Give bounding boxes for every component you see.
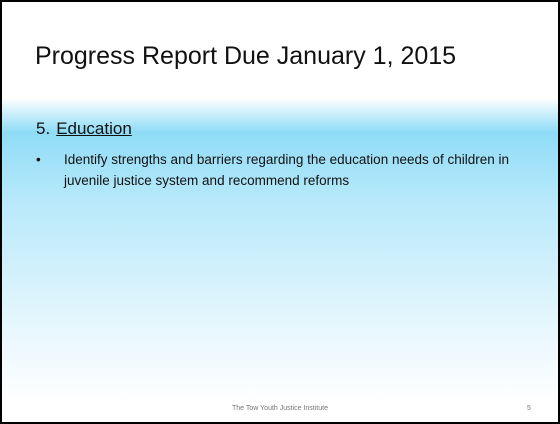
page-number: 5	[527, 405, 531, 412]
slide-title: Progress Report Due January 1, 2015	[35, 42, 457, 70]
bullet: Identify strengths and barriers regardin…	[36, 149, 526, 191]
footer-text: The Tow Youth Justice Institute	[232, 405, 328, 412]
bullet-list: Identify strengths and barriers regardin…	[36, 149, 526, 191]
section-title: Education	[56, 119, 132, 138]
section-heading: 5. Education	[36, 119, 132, 139]
section-number: 5.	[36, 119, 51, 138]
